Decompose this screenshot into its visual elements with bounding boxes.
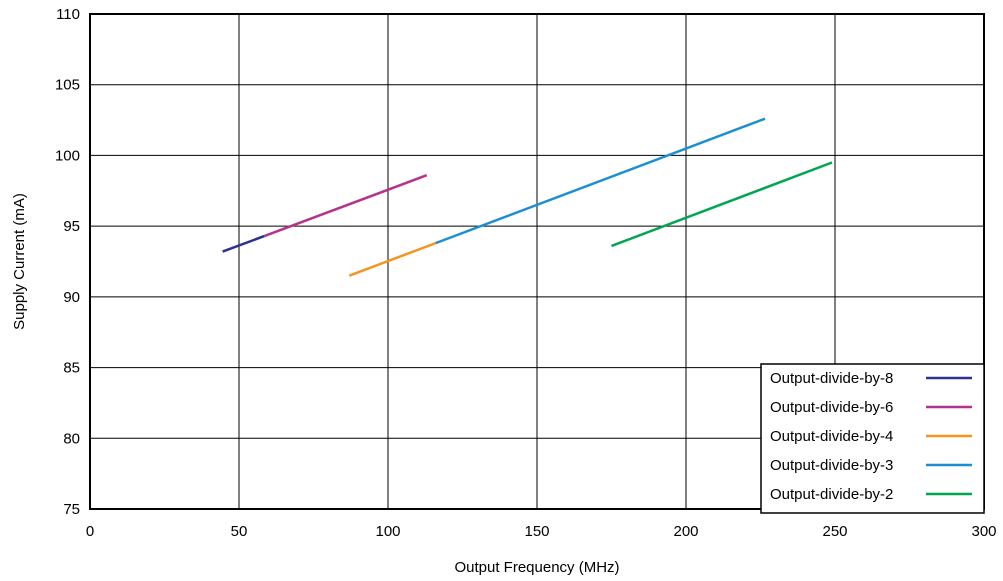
x-tick-label: 150	[524, 523, 549, 540]
x-tick-label: 100	[375, 523, 400, 540]
legend-label: Output-divide-by-2	[770, 486, 893, 503]
y-tick-label: 80	[63, 430, 80, 447]
x-tick-label: 0	[86, 523, 94, 540]
plot-frame	[89, 13, 985, 510]
y-tick-label: 85	[63, 360, 80, 377]
legend-label: Output-divide-by-6	[770, 399, 893, 416]
series-line	[263, 174, 428, 238]
legend-label: Output-divide-by-8	[770, 370, 893, 387]
x-tick-label: 50	[231, 523, 248, 540]
series-line	[348, 241, 437, 277]
y-tick-label: 75	[63, 501, 80, 518]
x-tick-label: 250	[822, 523, 847, 540]
grid-lines	[90, 14, 984, 509]
x-axis-title: Output Frequency (MHz)	[454, 559, 619, 576]
series-line	[435, 117, 766, 245]
legend-label: Output-divide-by-3	[770, 457, 893, 474]
y-axis-title: Supply Current (mA)	[11, 193, 28, 330]
y-tick-label: 90	[63, 289, 80, 306]
y-tick-label: 100	[55, 147, 80, 164]
series-line	[611, 161, 833, 248]
series-line	[222, 234, 265, 253]
legend-box	[760, 363, 985, 514]
y-axis-ticks: 75 80 85 90 95 100 105 110	[55, 6, 80, 518]
y-tick-label: 110	[56, 6, 80, 23]
y-tick-label: 105	[55, 77, 80, 94]
x-axis-ticks: 0 50 100 150 200 250 300	[86, 523, 997, 540]
x-tick-label: 200	[673, 523, 698, 540]
series-lines	[222, 117, 833, 277]
y-tick-label: 95	[63, 218, 80, 235]
x-tick-label: 300	[971, 523, 996, 540]
legend: Output-divide-by-8 Output-divide-by-6 Outp…	[760, 363, 985, 514]
legend-label: Output-divide-by-4	[770, 428, 893, 445]
